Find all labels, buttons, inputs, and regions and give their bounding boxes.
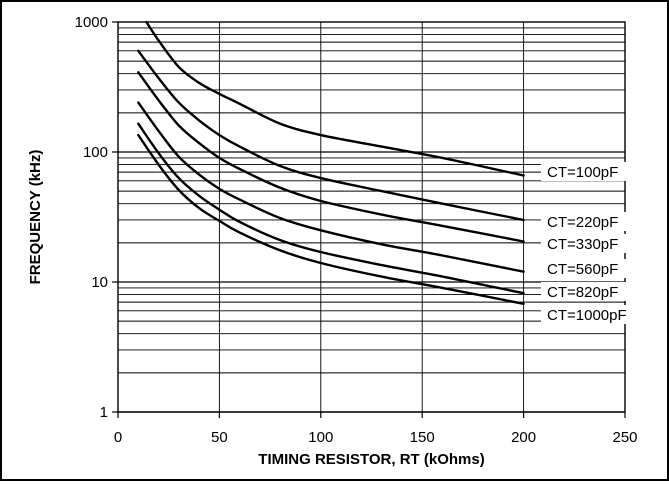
series-curve bbox=[138, 135, 523, 304]
series-label: CT=220pF bbox=[547, 214, 618, 231]
x-tick-label: 50 bbox=[211, 429, 228, 446]
x-tick-label: 150 bbox=[410, 429, 435, 446]
x-tick-label: 250 bbox=[612, 429, 637, 446]
frequency-vs-resistor-chart: 0 50 100 150 200 250 1 10 100 1000 CT=100pF CT=22… bbox=[2, 2, 667, 479]
x-axis-label: TIMING RESISTOR, RT (kOhms) bbox=[258, 451, 484, 468]
series-label: CT=330pF bbox=[547, 236, 618, 253]
y-axis-label: FREQUENCY (kHz) bbox=[27, 150, 44, 285]
series-label: CT=560pF bbox=[547, 261, 618, 278]
y-tick-label: 1000 bbox=[75, 14, 108, 31]
series-curve bbox=[138, 103, 523, 272]
y-tick-label: 1 bbox=[100, 404, 108, 421]
series-label: CT=100pF bbox=[547, 164, 618, 181]
x-tick-label: 100 bbox=[308, 429, 333, 446]
x-tick-labels: 0 50 100 150 200 250 bbox=[114, 429, 638, 446]
x-tick-label: 200 bbox=[511, 429, 536, 446]
series-curve bbox=[138, 72, 523, 241]
series-labels: CT=100pF CT=220pF CT=330pF CT=560pF CT=820pF… bbox=[541, 162, 641, 324]
series-label: CT=1000pF bbox=[547, 307, 627, 324]
series-label: CT=820pF bbox=[547, 284, 618, 301]
y-tick-labels: 1 10 100 1000 bbox=[75, 14, 108, 421]
series-curves bbox=[138, 22, 523, 304]
y-tick-label: 100 bbox=[83, 144, 108, 161]
y-tick-label: 10 bbox=[91, 274, 108, 291]
x-tick-label: 0 bbox=[114, 429, 122, 446]
